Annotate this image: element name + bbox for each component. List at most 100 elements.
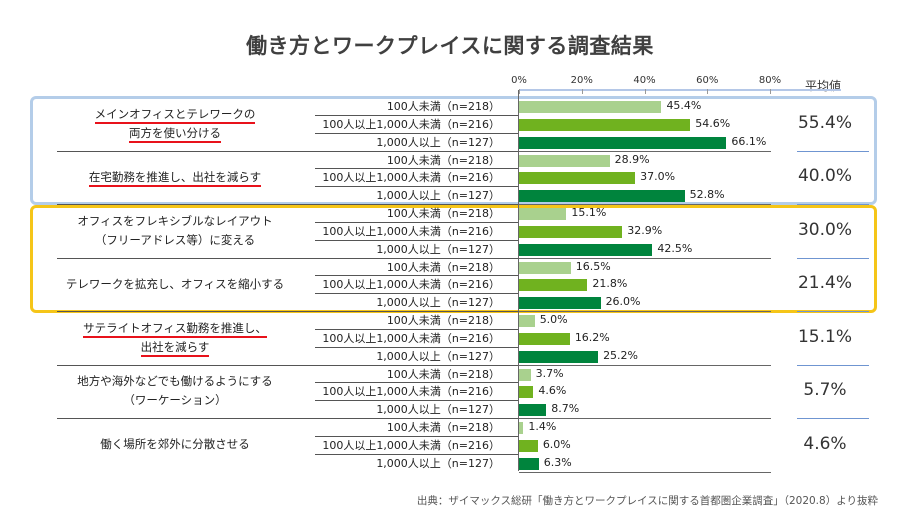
bar-value-label: 6.3% xyxy=(543,455,572,469)
x-tick-label: 40% xyxy=(633,75,656,86)
series-label: 1,000人以上（n=127） xyxy=(376,135,500,149)
series-divider xyxy=(315,239,518,241)
bar xyxy=(519,225,623,238)
bar-value-label: 66.1% xyxy=(731,134,767,148)
bar xyxy=(519,172,636,185)
series-label: 100人以上1,000人未満（n=216） xyxy=(322,171,500,185)
average-value: 4.6% xyxy=(803,433,847,454)
category-label-line: （ワーケーション） xyxy=(123,393,227,408)
average-value: 30.0% xyxy=(797,219,852,240)
bar xyxy=(519,208,567,220)
bar xyxy=(519,297,601,310)
series-divider xyxy=(315,293,518,295)
series-divider xyxy=(315,221,518,223)
bar-value-label: 16.5% xyxy=(575,259,611,273)
bar xyxy=(519,154,610,167)
bar-value-label: 26.0% xyxy=(605,295,641,309)
category-label-line: 両方を使い分ける xyxy=(129,125,221,143)
x-axis-line xyxy=(519,89,841,91)
series-label: 1,000人以上（n=127） xyxy=(376,242,500,256)
bar xyxy=(519,386,534,399)
bar-value-label: 5.0% xyxy=(539,313,568,326)
plot-bottom-line xyxy=(519,471,771,473)
average-column-header: 平均値 xyxy=(805,79,842,93)
category-label: 地方や海外などでも働けるようにする （ワーケーション） xyxy=(40,372,310,410)
average-value: 21.4% xyxy=(797,273,852,294)
bar-value-label: 37.0% xyxy=(640,170,676,184)
series-label: 100人以上1,000人未満（n=216） xyxy=(322,278,500,292)
x-tick-label: 0% xyxy=(511,75,527,86)
source-citation: 出典：ザイマックス総研「働き方とワークプレイスに関する首都圏企業調査」（2020… xyxy=(416,495,878,507)
bar-value-label: 21.8% xyxy=(592,277,628,291)
bar xyxy=(519,315,535,327)
x-tick-mark xyxy=(519,89,520,94)
group-divider-plot xyxy=(519,311,771,312)
x-tick-mark xyxy=(770,89,771,94)
series-label: 100人未満（n=218） xyxy=(386,260,500,274)
bar xyxy=(519,332,570,345)
bar xyxy=(519,261,571,274)
series-divider xyxy=(315,328,518,330)
group-divider xyxy=(57,311,518,312)
series-label: 100人未満（n=218） xyxy=(386,100,500,113)
group-divider-plot xyxy=(519,418,771,419)
series-label: 100人以上1,000人未満（n=216） xyxy=(322,385,500,399)
average-value: 5.7% xyxy=(803,380,847,401)
bar xyxy=(519,101,662,113)
chart-title: 働き方とワークプレイスに関する調査結果 xyxy=(246,34,654,58)
category-label: オフィスをフレキシブルなレイアウト （フリーアドレス等）に変える xyxy=(40,212,310,250)
average-divider xyxy=(797,364,869,366)
series-label: 1,000人以上（n=127） xyxy=(376,403,500,417)
series-label: 100人未満（n=218） xyxy=(386,421,500,434)
bar-value-label: 3.7% xyxy=(535,366,564,380)
category-label: テレワークを拡充し、オフィスを縮小する xyxy=(40,275,310,294)
series-label: 1,000人以上（n=127） xyxy=(376,456,500,470)
category-label: 在宅勤務を推進し、出社を減らす xyxy=(40,168,310,187)
bar-value-label: 52.8% xyxy=(689,188,725,202)
average-divider xyxy=(797,311,869,312)
bar xyxy=(519,279,588,292)
bar-value-label: 45.4% xyxy=(666,99,702,112)
bar xyxy=(519,136,727,149)
series-label: 100人未満（n=218） xyxy=(386,207,500,220)
bar-value-label: 1.4% xyxy=(528,420,557,433)
series-divider xyxy=(315,168,518,170)
group-divider xyxy=(57,257,518,259)
series-divider xyxy=(315,186,518,188)
group-divider-plot xyxy=(519,150,771,152)
x-tick-mark xyxy=(644,89,646,94)
x-tick-mark xyxy=(707,89,709,94)
category-label: メインオフィスとテレワークの 両方を使い分ける xyxy=(40,105,310,143)
group-divider-plot xyxy=(519,257,771,259)
bar-value-label: 54.6% xyxy=(695,116,731,130)
series-label: 100人未満（n=218） xyxy=(386,153,500,167)
x-tick-label: 60% xyxy=(696,75,719,86)
group-divider-plot xyxy=(519,204,771,205)
series-label: 1,000人以上（n=127） xyxy=(376,189,500,203)
bar-value-label: 42.5% xyxy=(657,241,693,255)
category-label-line: （フリーアドレス等）に変える xyxy=(94,232,256,247)
category-label-line: メインオフィスとテレワークの xyxy=(94,106,256,124)
bar-value-label: 15.1% xyxy=(571,206,607,219)
bar xyxy=(519,350,599,363)
average-value: 15.1% xyxy=(797,326,852,347)
bar xyxy=(519,118,691,131)
bar xyxy=(519,243,653,256)
y-axis-line xyxy=(518,90,519,471)
series-label: 100人未満（n=218） xyxy=(386,314,500,327)
series-label: 1,000人以上（n=127） xyxy=(376,349,500,363)
series-divider xyxy=(315,435,518,437)
bar xyxy=(519,439,538,452)
category-label-line: 働く場所を郊外に分散させる xyxy=(100,437,250,452)
category-label-line: 地方や海外などでも働けるようにする xyxy=(77,374,273,389)
average-divider xyxy=(797,150,869,152)
category-label-line: 出社を減らす xyxy=(140,339,210,357)
bar xyxy=(519,404,547,417)
category-label: サテライトオフィス勤務を推進し、 出社を減らす xyxy=(40,319,310,357)
group-divider xyxy=(57,418,518,419)
series-divider xyxy=(315,114,518,116)
bar xyxy=(519,422,524,434)
bar-value-label: 28.9% xyxy=(614,152,650,166)
group-divider xyxy=(57,204,518,205)
highlight-box-blue xyxy=(30,96,877,205)
